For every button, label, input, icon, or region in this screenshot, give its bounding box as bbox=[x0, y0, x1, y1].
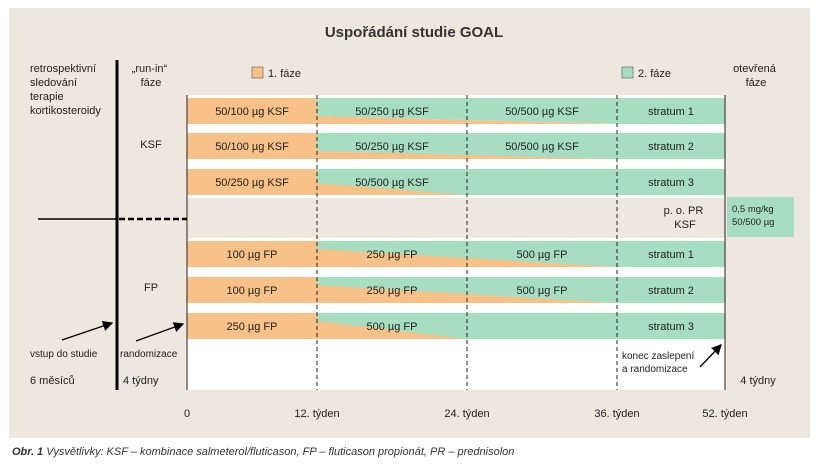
legend-phase1-swatch bbox=[251, 66, 264, 79]
runin-duration: 4 týdny bbox=[123, 375, 159, 387]
tick-label: 24. týden bbox=[444, 408, 489, 420]
randomization-arrow bbox=[135, 322, 185, 342]
runin-header-line: „run-in“ bbox=[132, 63, 168, 75]
po-pr-dose-line: 50/500 µg bbox=[732, 217, 774, 228]
fp-row-2: 100 µg FP 250 µg FP 500 µg FP stratum 2 bbox=[187, 277, 725, 303]
legend-phase2-label: 2. fáze bbox=[638, 68, 671, 80]
legend-phase1-label: 1. fáze bbox=[268, 68, 301, 80]
open-phase-header: otevřená fáze bbox=[733, 63, 779, 89]
ksf-row-1: 50/100 µg KSF 50/250 µg KSF 50/500 µg KS… bbox=[187, 98, 725, 124]
ksf-row-1-dose-2: 50/250 µg KSF bbox=[355, 106, 429, 118]
ksf-row-3: 50/250 µg KSF 50/500 µg KSF stratum 3 bbox=[187, 169, 725, 195]
segment-phase1 bbox=[187, 133, 317, 159]
fp-row-3-dose-1: 250 µg FP bbox=[227, 321, 278, 333]
tick-label: 12. týden bbox=[294, 408, 339, 420]
segment-phase1 bbox=[187, 241, 317, 267]
ksf-row-3-dose-1: 50/250 µg KSF bbox=[215, 177, 289, 189]
po-pr-dose-box bbox=[727, 197, 794, 237]
runin-header-line: fáze bbox=[141, 77, 162, 89]
ksf-row-1-dose-3: 50/500 µg KSF bbox=[505, 106, 579, 118]
fp-row-1-dose-1: 100 µg FP bbox=[227, 249, 278, 261]
unblinding-annotation-line: konec zaslepení bbox=[622, 351, 694, 362]
segment-phase1 bbox=[187, 98, 317, 124]
fp-row-3: 250 µg FP 500 µg FP stratum 3 bbox=[187, 313, 725, 339]
fp-row-1-dose-3: 500 µg FP bbox=[517, 249, 568, 261]
segment-phase1 bbox=[317, 277, 617, 303]
ksf-row-3-dose-2: 50/500 µg KSF bbox=[355, 177, 429, 189]
ksf-row-2-dose-3: 50/500 µg KSF bbox=[505, 141, 579, 153]
fp-row-1-stratum: stratum 1 bbox=[648, 249, 694, 261]
tick-label: 52. týden bbox=[702, 408, 747, 420]
ksf-row-2-dose-1: 50/100 µg KSF bbox=[215, 141, 289, 153]
po-pr-dose-line: 0,5 mg/kg bbox=[732, 204, 774, 215]
segment-phase2 bbox=[617, 98, 725, 124]
ksf-group-label: KSF bbox=[140, 139, 162, 151]
open-phase-header-line: otevřená bbox=[733, 63, 777, 75]
fp-row-2-dose-2: 250 µg FP bbox=[367, 285, 418, 297]
segment-phase2 bbox=[617, 133, 725, 159]
segment-phase1 bbox=[317, 313, 467, 339]
segment-phase1 bbox=[317, 133, 617, 159]
retro-header-line: kortikosteroidy bbox=[30, 105, 101, 117]
segment-phase1 bbox=[317, 241, 617, 267]
retro-header-line: retrospektivní bbox=[30, 63, 96, 75]
po-pr-dose: 0,5 mg/kg 50/500 µg bbox=[732, 204, 776, 228]
fp-row-3-dose-2: 500 µg FP bbox=[367, 321, 418, 333]
retro-header: retrospektivní sledování terapie kortiko… bbox=[30, 63, 101, 117]
tick-label: 36. týden bbox=[594, 408, 639, 420]
fp-row-2-stratum: stratum 2 bbox=[648, 285, 694, 297]
segment-phase1 bbox=[187, 169, 317, 195]
runin-header: „run-in“ fáze bbox=[132, 63, 171, 89]
legend-phase2-swatch bbox=[621, 66, 634, 79]
fp-row-2-dose-3: 500 µg FP bbox=[517, 285, 568, 297]
diagram-title: Uspořádání studie GOAL bbox=[325, 24, 503, 41]
ksf-row-1-dose-1: 50/100 µg KSF bbox=[215, 106, 289, 118]
ksf-row-2-stratum: stratum 2 bbox=[648, 141, 694, 153]
caption-text: Vysvětlivky: KSF – kombinace salmeterol/… bbox=[46, 446, 515, 458]
po-pr-band bbox=[187, 198, 725, 238]
ksf-row-2-dose-2: 50/250 µg KSF bbox=[355, 141, 429, 153]
entry-arrow bbox=[61, 321, 114, 341]
caption-label: Obr. 1 bbox=[12, 446, 44, 458]
fp-row-2-dose-1: 100 µg FP bbox=[227, 285, 278, 297]
ksf-row-3-stratum: stratum 3 bbox=[648, 177, 694, 189]
segment-phase1 bbox=[187, 277, 317, 303]
retro-header-line: terapie bbox=[30, 91, 64, 103]
fp-row-1-dose-2: 250 µg FP bbox=[367, 249, 418, 261]
segment-phase1 bbox=[317, 169, 467, 195]
tick-label: 0 bbox=[184, 408, 190, 420]
segment-phase1 bbox=[317, 98, 617, 124]
retro-duration: 6 měsíců bbox=[30, 375, 75, 387]
open-duration: 4 týdny bbox=[740, 375, 776, 387]
ksf-row-2: 50/100 µg KSF 50/250 µg KSF 50/500 µg KS… bbox=[187, 133, 725, 159]
randomization-annotation: randomizace bbox=[120, 349, 178, 360]
figure-caption: Obr. 1 Vysvětlivky: KSF – kombinace salm… bbox=[12, 446, 822, 458]
entry-annotation: vstup do studie bbox=[30, 349, 98, 360]
po-pr-line: p. o. PR bbox=[664, 205, 704, 217]
po-pr-label: p. o. PR KSF bbox=[664, 205, 707, 231]
unblinding-annotation: konec zaslepení a randomizace bbox=[622, 351, 697, 375]
segment-phase1 bbox=[187, 313, 317, 339]
po-pr-line: KSF bbox=[674, 219, 696, 231]
fp-group-label: FP bbox=[144, 282, 158, 294]
fp-row-1: 100 µg FP 250 µg FP 500 µg FP stratum 1 bbox=[187, 241, 725, 267]
fp-row-3-stratum: stratum 3 bbox=[648, 321, 694, 333]
unblinding-arrow bbox=[699, 344, 722, 368]
open-phase-header-line: fáze bbox=[746, 77, 767, 89]
ksf-row-1-stratum: stratum 1 bbox=[648, 106, 694, 118]
unblinding-annotation-line: a randomizace bbox=[622, 364, 688, 375]
retro-header-line: sledování bbox=[30, 77, 77, 89]
